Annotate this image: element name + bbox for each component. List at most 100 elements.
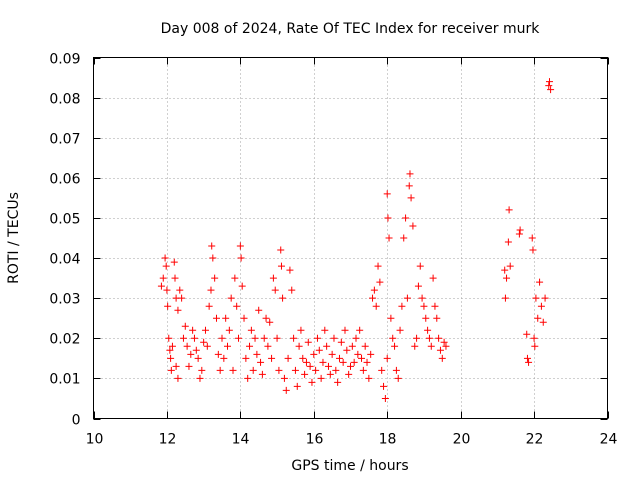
y-tick-label: 0.09 [49, 52, 80, 68]
data-point [225, 326, 233, 334]
data-point [369, 294, 377, 302]
data-point [324, 362, 332, 370]
data-point [406, 170, 414, 178]
data-point [418, 294, 426, 302]
data-point [218, 334, 226, 342]
data-point [246, 342, 254, 350]
data-point [224, 342, 232, 350]
data-point [170, 258, 178, 266]
data-point [200, 338, 208, 346]
data-point [414, 282, 422, 290]
data-points [157, 78, 555, 402]
data-point [258, 370, 266, 378]
data-point [187, 350, 195, 358]
data-point [192, 346, 200, 354]
data-point [185, 362, 193, 370]
data-point [431, 302, 439, 310]
data-point [273, 334, 281, 342]
data-point [249, 366, 257, 374]
data-point [394, 374, 402, 382]
data-point [157, 282, 165, 290]
data-point [383, 190, 391, 198]
y-tick-label: 0.01 [49, 372, 80, 388]
data-point [347, 362, 354, 370]
data-point [354, 350, 362, 358]
data-point [332, 366, 340, 374]
data-point [321, 326, 329, 334]
data-point [163, 286, 171, 294]
data-point [438, 354, 446, 362]
data-point [378, 366, 386, 374]
x-tick-label: 24 [600, 432, 618, 448]
data-point [337, 338, 345, 346]
data-point [528, 234, 536, 242]
data-point [176, 286, 184, 294]
data-point [257, 358, 265, 366]
data-point [532, 294, 540, 302]
data-point [420, 302, 428, 310]
y-axis-label: ROTI / TECUs [6, 192, 22, 284]
data-point [515, 230, 523, 238]
data-point [240, 314, 248, 322]
data-point [440, 338, 448, 346]
data-point [343, 346, 351, 354]
data-point [545, 82, 553, 90]
data-point [328, 350, 336, 358]
data-point [181, 322, 189, 330]
y-tick-label: 0.04 [49, 252, 80, 268]
data-point [433, 314, 441, 322]
y-ticks: 0 0.01 0.02 0.03 0.04 0.05 0.06 0.07 0.08 0.09 [49, 52, 608, 429]
data-point [168, 342, 176, 350]
data-point [164, 302, 172, 310]
x-tick-label: 14 [232, 432, 250, 448]
data-point [541, 294, 549, 302]
data-point [505, 206, 513, 214]
data-point [198, 366, 206, 374]
data-point [208, 242, 216, 250]
data-point [516, 226, 524, 234]
data-point [385, 234, 393, 242]
data-point [370, 286, 378, 294]
y-tick-label: 0.07 [49, 132, 80, 148]
data-point [381, 394, 389, 402]
data-point [172, 362, 180, 370]
data-point [174, 306, 182, 314]
data-point [222, 314, 230, 322]
data-point [315, 346, 323, 354]
data-point [425, 334, 433, 342]
x-tick-label: 18 [379, 432, 397, 448]
data-point [326, 370, 334, 378]
data-point [389, 334, 397, 342]
data-point [171, 274, 179, 282]
data-point [312, 366, 320, 374]
data-point [293, 382, 301, 390]
data-point [291, 366, 299, 374]
data-point [416, 262, 424, 270]
data-point [304, 338, 312, 346]
data-point [501, 294, 509, 302]
data-point [247, 326, 255, 334]
data-point [282, 386, 290, 394]
data-point [409, 222, 417, 230]
data-point [523, 330, 531, 338]
data-point [429, 274, 437, 282]
data-point [229, 366, 237, 374]
data-point [345, 370, 353, 378]
data-point [547, 86, 555, 94]
data-point [308, 378, 316, 386]
data-point [233, 302, 241, 310]
data-point [205, 302, 213, 310]
data-point [422, 314, 430, 322]
data-point [400, 234, 408, 242]
data-point [376, 278, 384, 286]
data-point [190, 334, 198, 342]
data-point [365, 374, 373, 382]
data-point [174, 374, 182, 382]
data-point [264, 342, 272, 350]
data-point [442, 342, 450, 350]
data-point [162, 262, 170, 270]
data-point [271, 286, 279, 294]
data-point [253, 350, 261, 358]
data-point [288, 286, 296, 294]
data-point [501, 266, 509, 274]
